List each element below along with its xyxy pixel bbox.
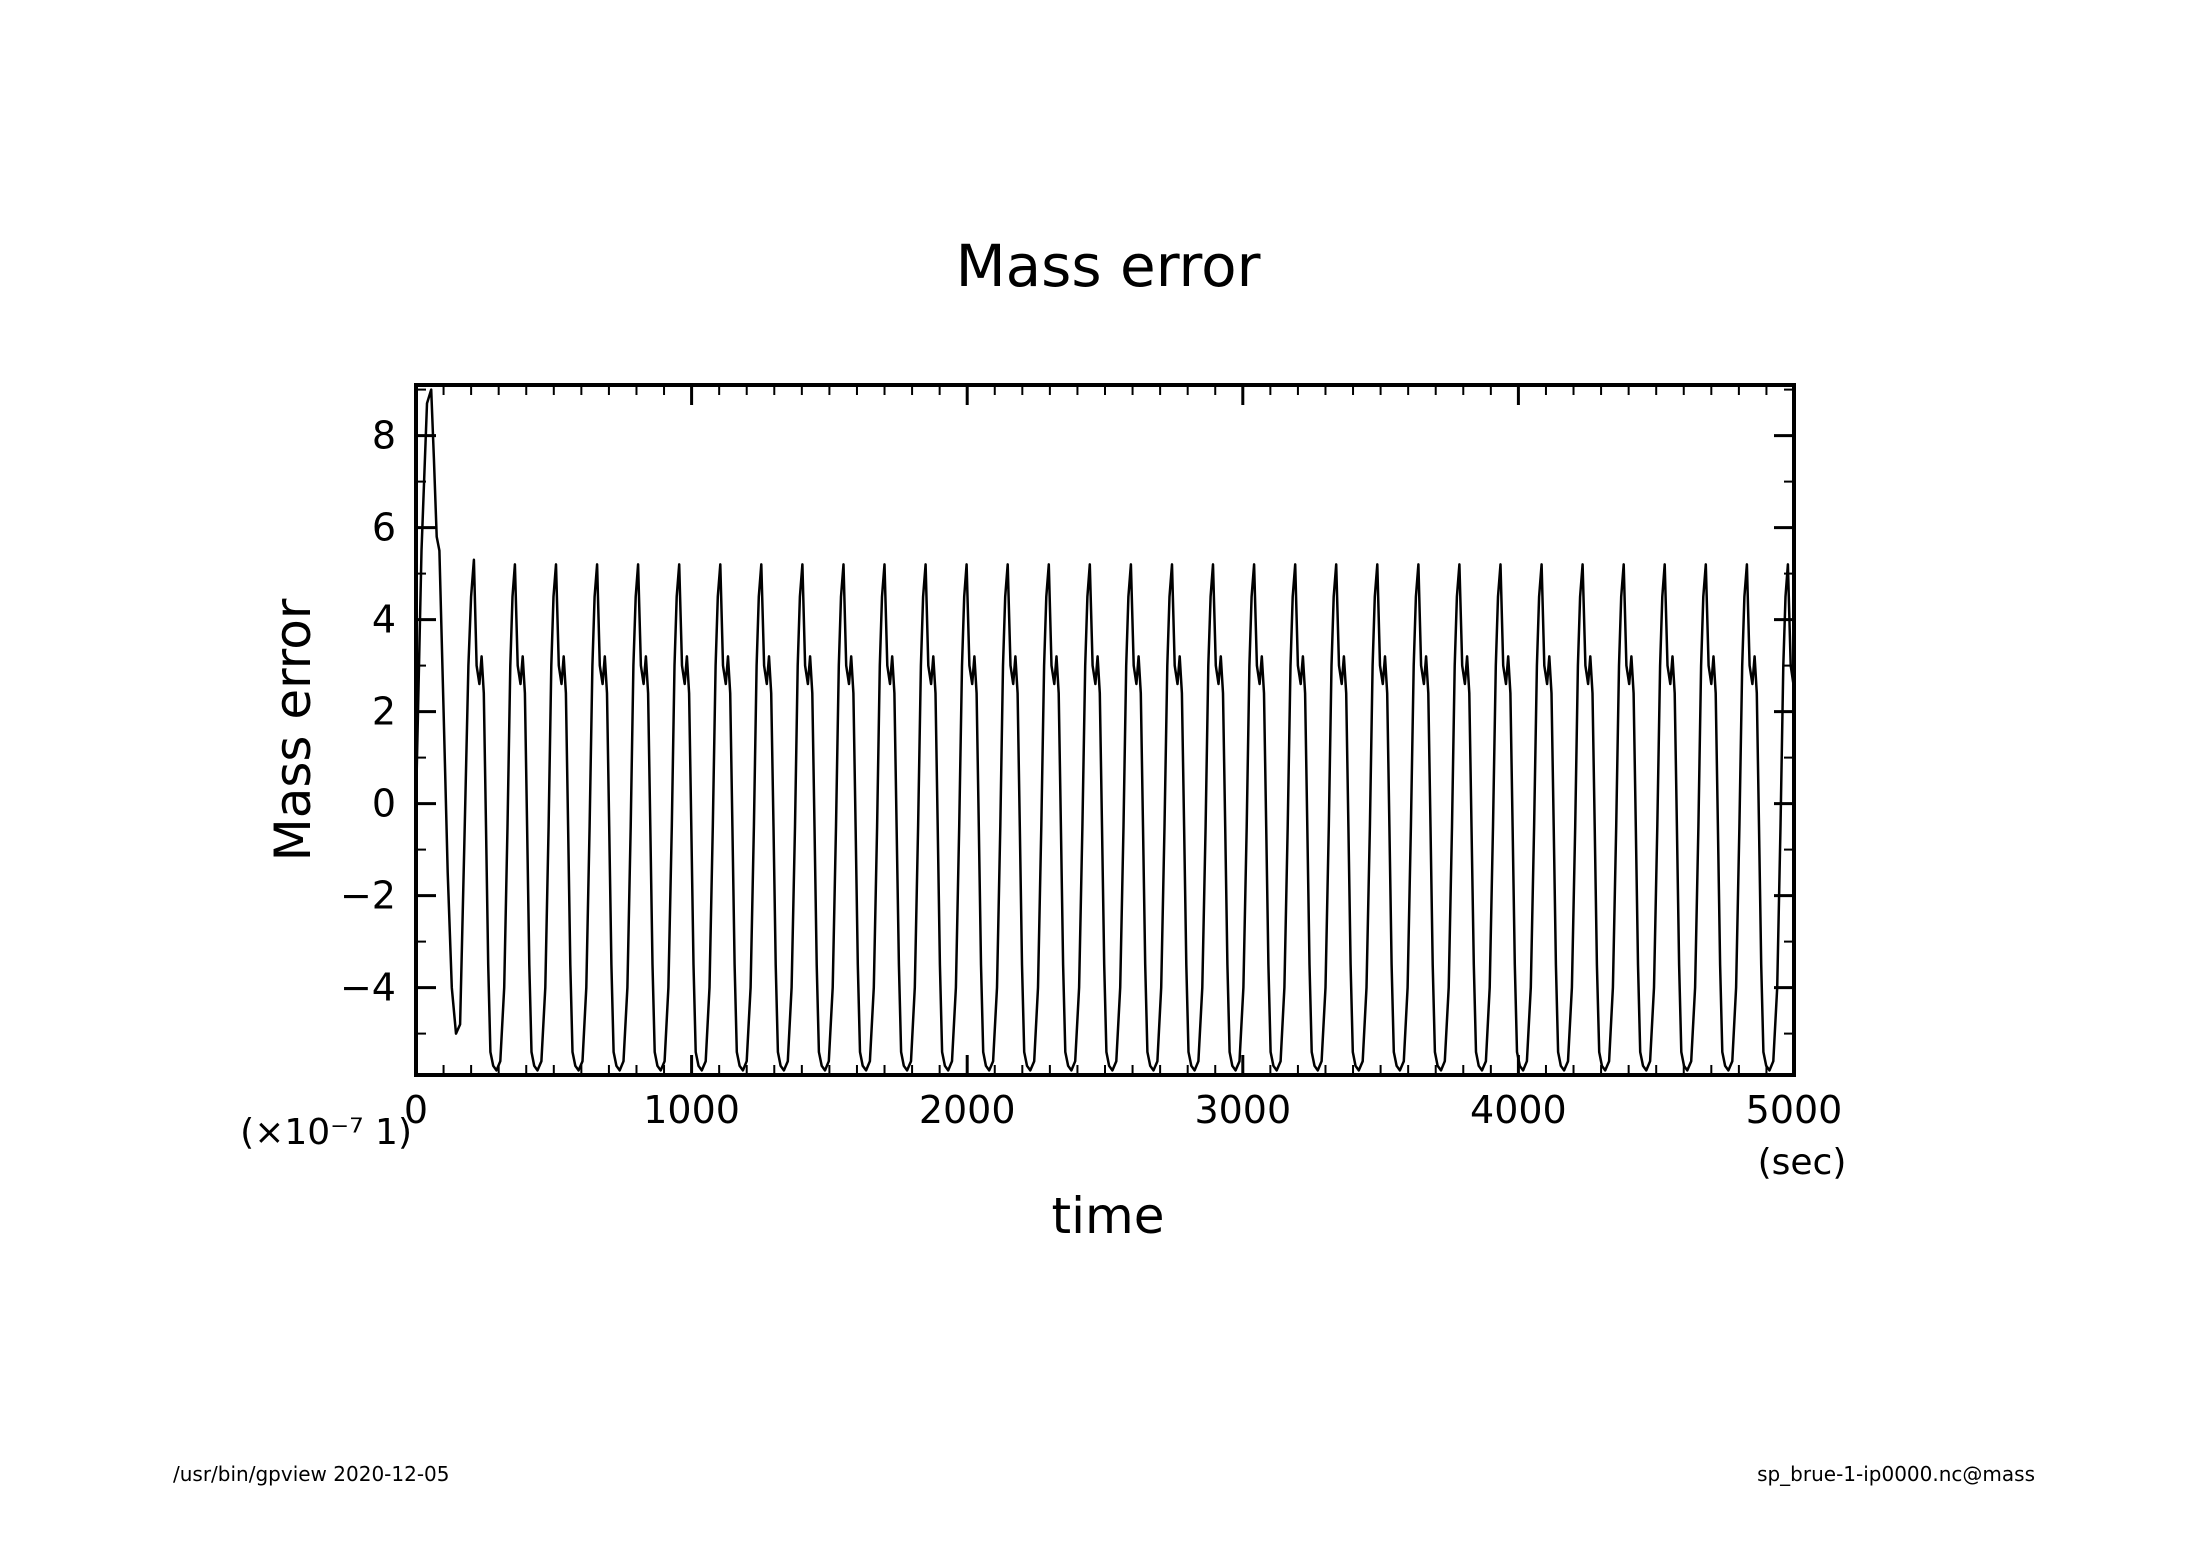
y-scale-label: (×10⁻⁷ 1) (240, 1112, 412, 1153)
footer-command-date: /usr/bin/gpview 2020-12-05 (173, 1462, 450, 1486)
y-tick-label: −4 (340, 966, 396, 1010)
plot-area: 0 1000 2000 3000 4000 5000 8 6 4 2 0 −2 −4 (340, 383, 1843, 1132)
x-tick-label: 2000 (919, 1088, 1016, 1132)
x-tick-label: 1000 (643, 1088, 740, 1132)
y-tick-label: 0 (372, 782, 396, 826)
y-tick-label: −2 (340, 874, 396, 918)
series-line (414, 388, 1795, 1072)
y-tick-label: 8 (372, 414, 396, 458)
x-axis-label: time (1052, 1187, 1165, 1245)
x-tick-label: 5000 (1746, 1088, 1843, 1132)
x-tick-label: 3000 (1194, 1088, 1291, 1132)
footer-source-file: sp_brue-1-ip0000.nc@mass (1757, 1462, 2035, 1486)
y-tick-label: 4 (372, 598, 396, 642)
x-unit-label: (sec) (1758, 1142, 1847, 1183)
y-tick-label: 6 (372, 506, 396, 550)
x-tick-label: 4000 (1470, 1088, 1567, 1132)
chart-title: Mass error (956, 232, 1261, 300)
x-tick-label: 0 (404, 1088, 428, 1132)
y-tick-label: 2 (372, 690, 396, 734)
y-axis-label: Mass error (264, 598, 322, 861)
